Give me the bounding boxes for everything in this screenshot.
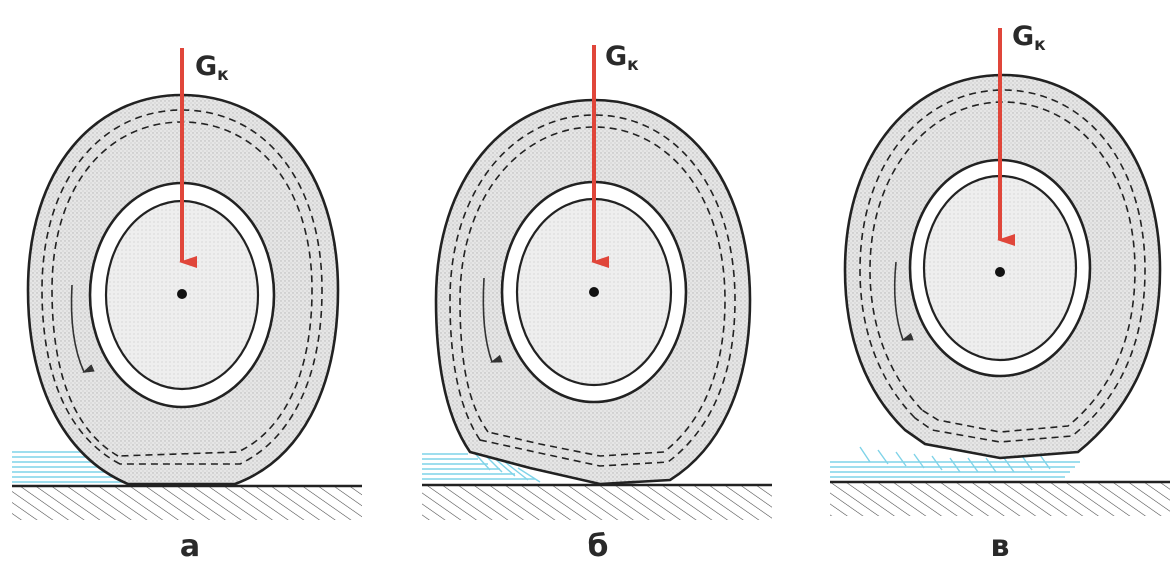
ground-hatch-a	[12, 487, 362, 520]
panel-v: Gк в	[830, 21, 1170, 563]
hub-a	[177, 289, 187, 299]
panel-a: Gк а	[12, 48, 362, 563]
rotation-arrow-v	[893, 261, 914, 341]
panel-b: Gк б	[422, 41, 772, 563]
water-film-b	[422, 447, 541, 483]
tread-belt-inner-v	[869, 101, 1136, 433]
rotation-arrow-a	[70, 284, 95, 373]
force-label-a: Gк	[195, 51, 229, 85]
panel-label-a: а	[180, 529, 200, 563]
water-film-a	[12, 451, 124, 483]
hub-b	[589, 287, 599, 297]
panel-label-b: б	[588, 529, 609, 563]
water-film-v	[830, 446, 1080, 478]
panel-label-v: в	[991, 529, 1010, 563]
hub-v	[995, 267, 1005, 277]
force-label-b: Gк	[605, 41, 639, 75]
force-label-v: Gк	[1012, 21, 1046, 55]
tread-belt-outer-v	[859, 89, 1146, 443]
tread-belt-inner-b	[459, 126, 726, 457]
rotation-arrow-b	[482, 277, 503, 363]
ground-hatch-v	[830, 483, 1170, 516]
ground-hatch-b	[422, 486, 772, 520]
tread-belt-outer-b	[449, 114, 736, 467]
